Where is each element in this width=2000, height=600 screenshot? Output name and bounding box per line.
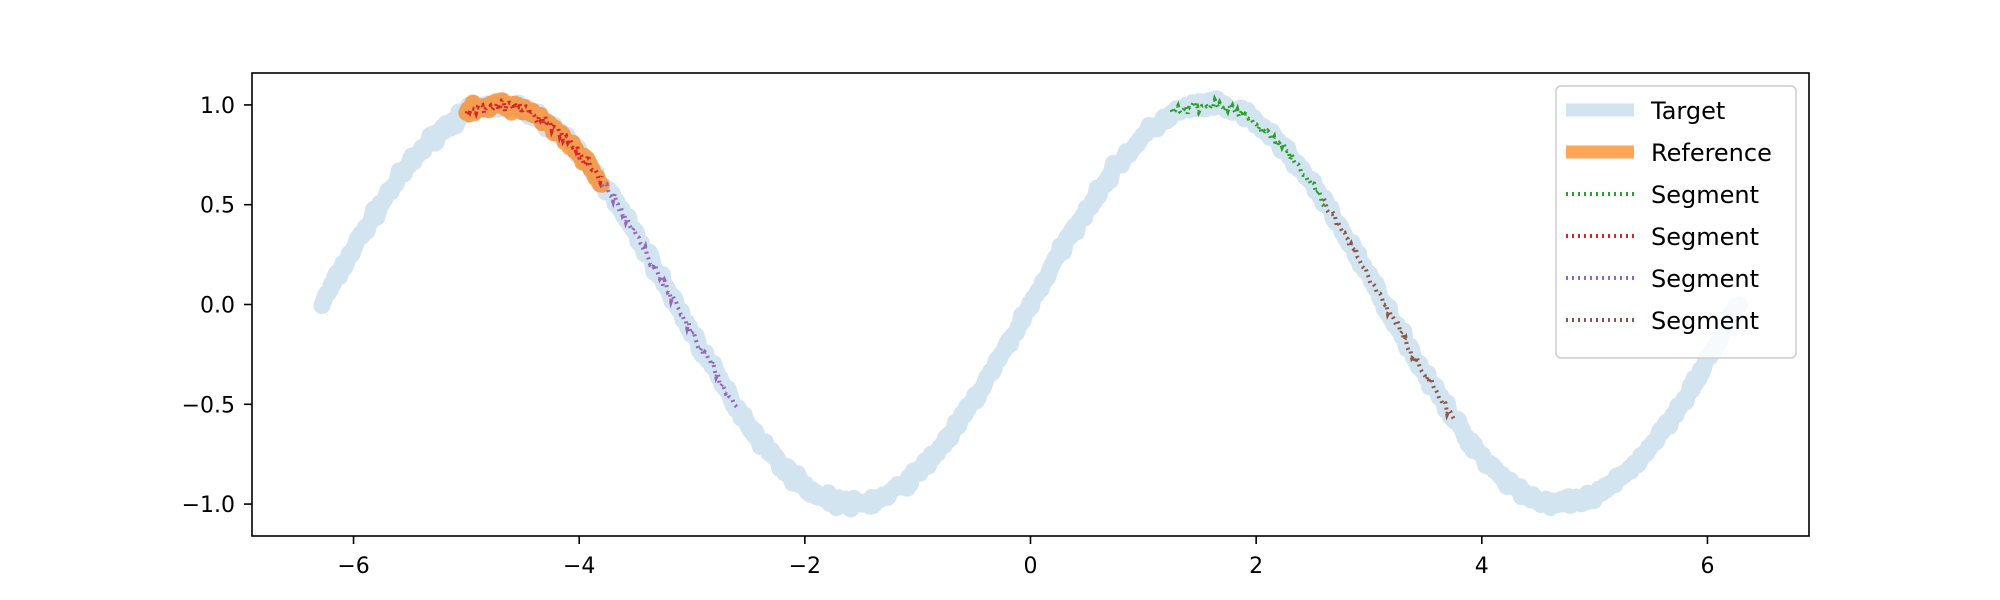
legend-label: Reference xyxy=(1651,139,1772,167)
y-tick-label: −1.0 xyxy=(182,493,235,518)
y-tick-label: 0.5 xyxy=(200,194,235,219)
legend: Target Reference Segment Segment Segment Segm… xyxy=(1555,85,1797,359)
y-tick-label: −0.5 xyxy=(182,393,235,418)
plot-series xyxy=(313,90,1748,518)
x-tick-label: 0 xyxy=(1024,554,1038,579)
x-axis: −6 −4 −2 0 2 4 6 xyxy=(337,536,1714,579)
series-line-3 xyxy=(1169,94,1326,208)
legend-label: Segment xyxy=(1651,265,1759,293)
x-tick-label: 6 xyxy=(1700,554,1714,579)
series-line-4 xyxy=(464,94,604,189)
x-tick-label: 2 xyxy=(1249,554,1263,579)
y-tick-label: 0.0 xyxy=(200,294,235,319)
x-tick-label: −2 xyxy=(789,554,821,579)
x-tick-label: −4 xyxy=(563,554,595,579)
y-axis: −1.0 −0.5 0.0 0.5 1.0 xyxy=(182,94,252,518)
x-tick-label: 4 xyxy=(1475,554,1489,579)
series-line-5 xyxy=(600,181,739,409)
legend-label: Segment xyxy=(1651,307,1759,335)
x-tick-label: −6 xyxy=(337,554,369,579)
legend-label: Segment xyxy=(1651,181,1759,209)
legend-label: Target xyxy=(1650,97,1725,125)
legend-label: Segment xyxy=(1651,223,1759,251)
y-tick-label: 1.0 xyxy=(200,94,235,119)
series-line-6 xyxy=(1322,198,1456,421)
